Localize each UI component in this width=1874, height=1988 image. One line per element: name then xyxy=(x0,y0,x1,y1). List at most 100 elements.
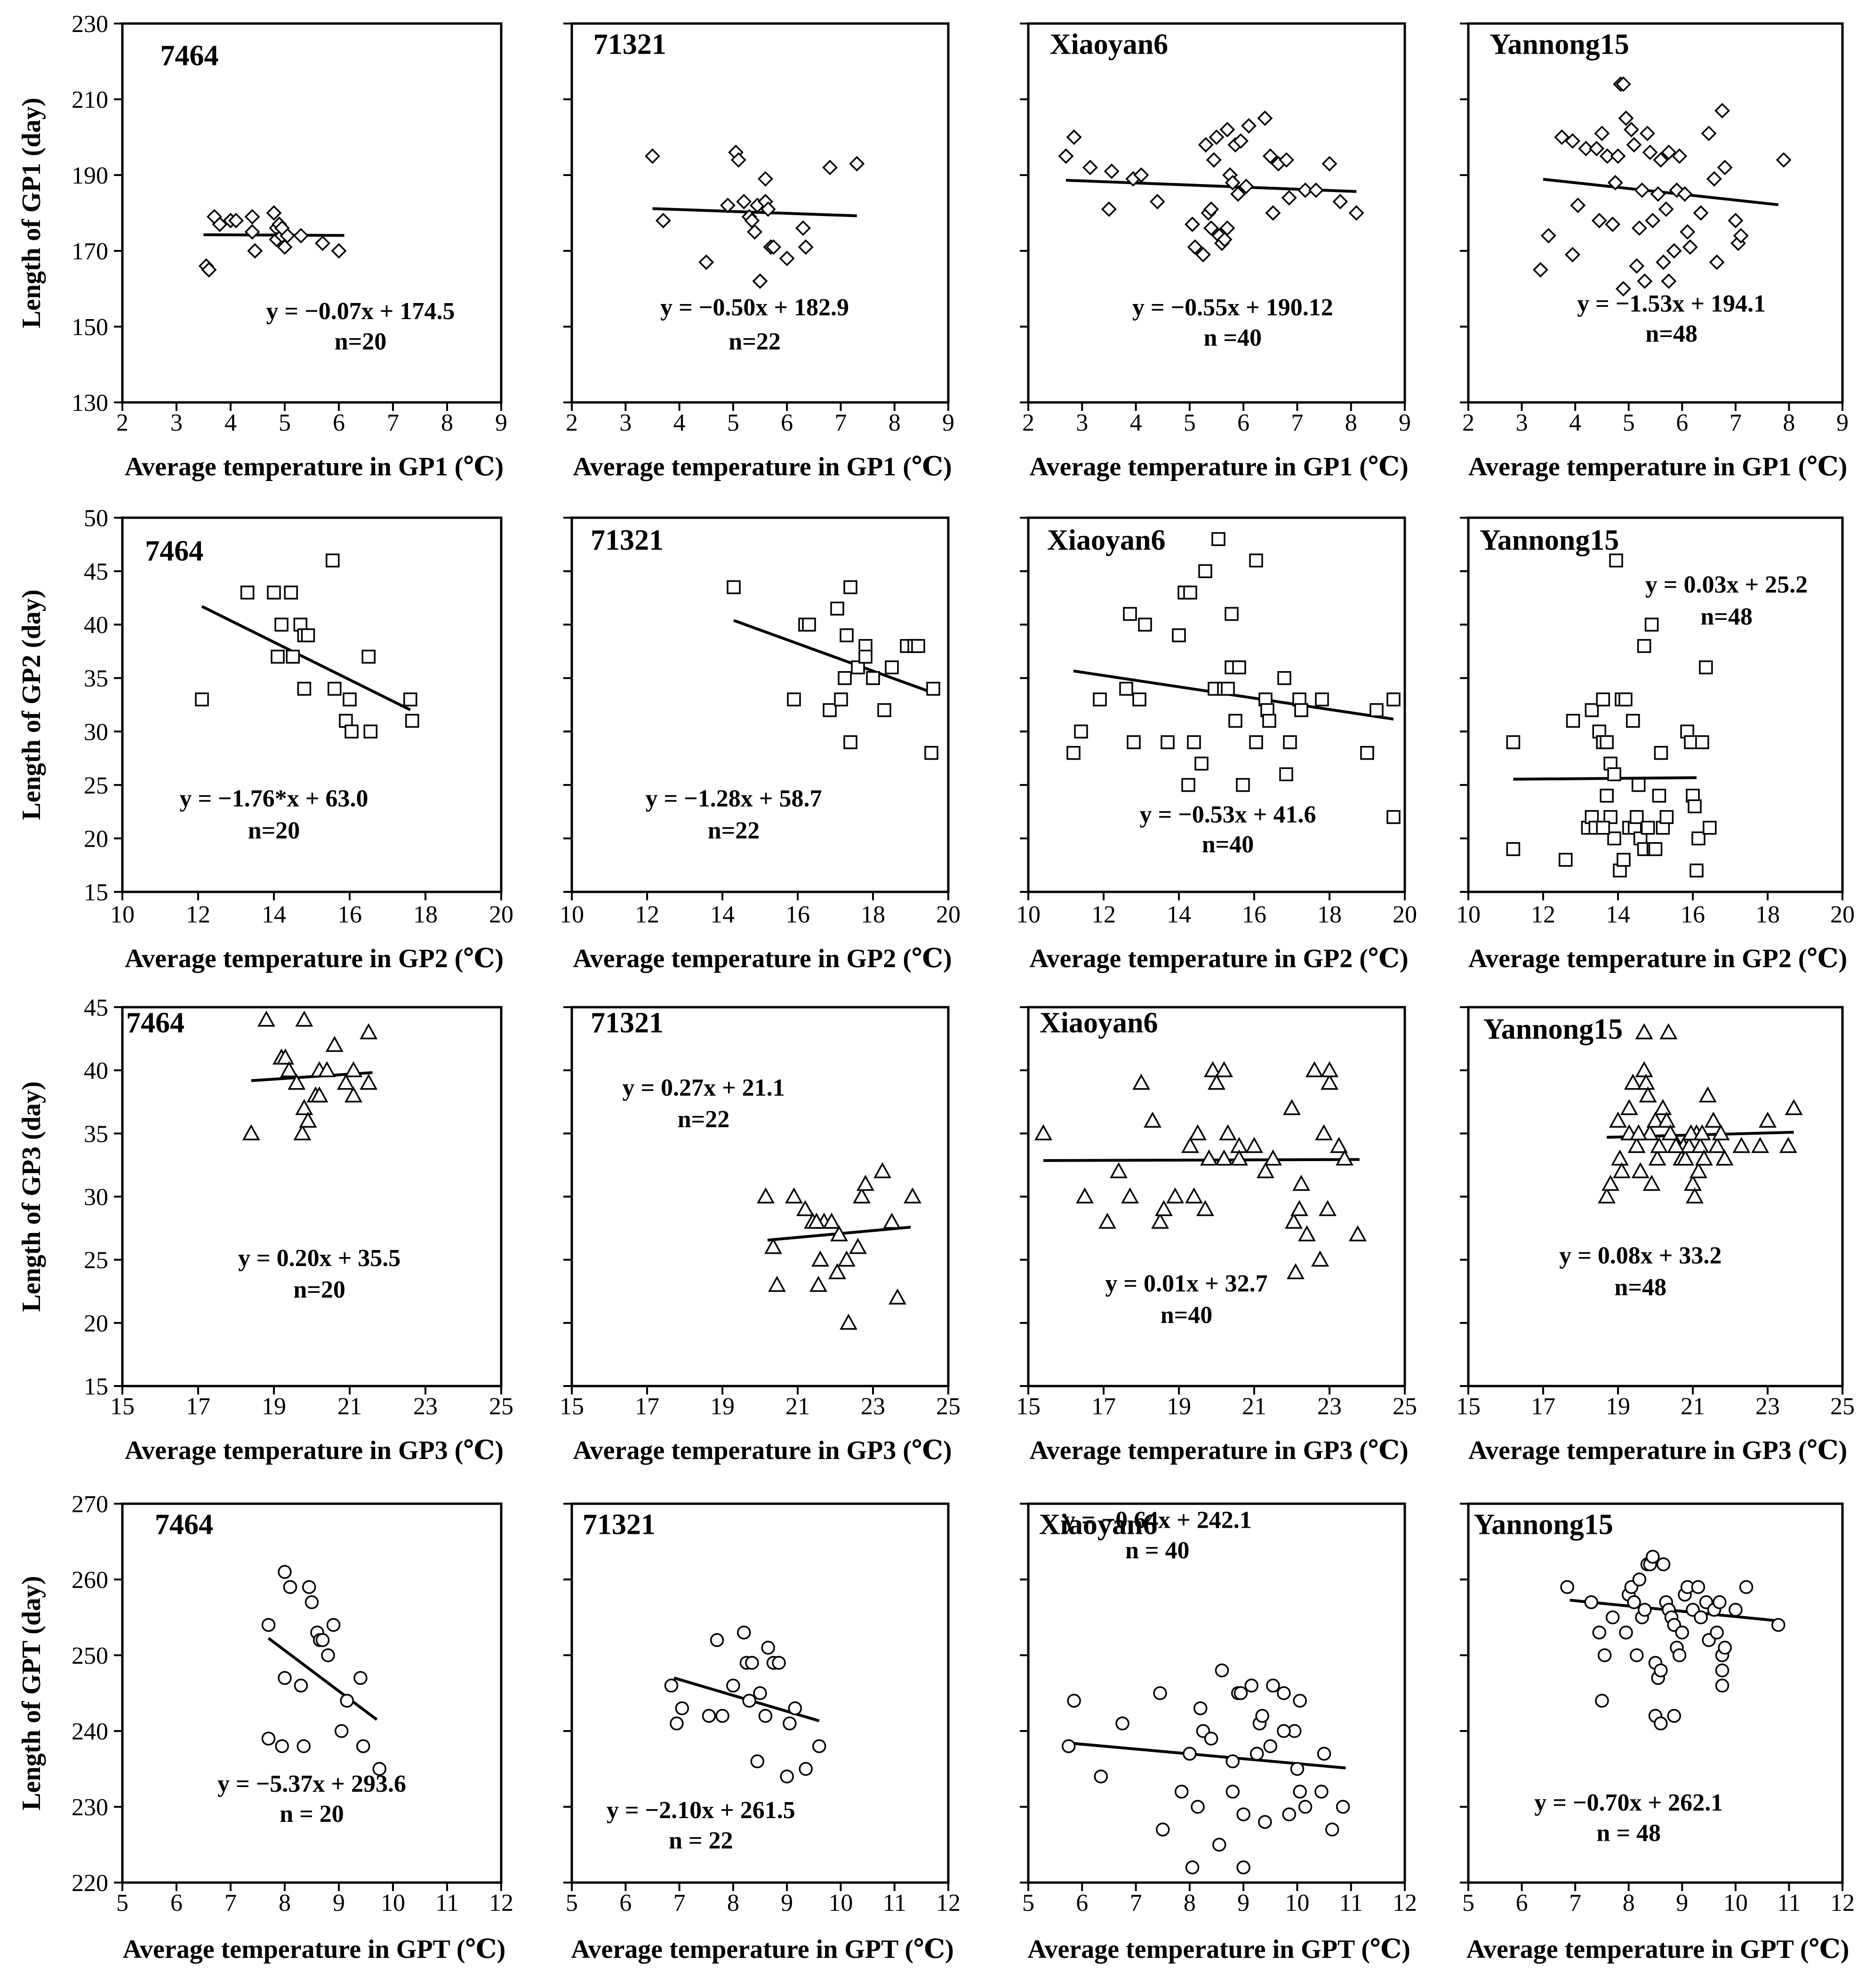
x-tick-label: 20 xyxy=(1830,901,1855,928)
data-point xyxy=(911,639,925,653)
plot-frame xyxy=(121,22,503,404)
data-point xyxy=(1650,1137,1668,1153)
data-point xyxy=(1639,125,1655,141)
data-point xyxy=(1241,118,1257,134)
data-point xyxy=(1698,1086,1717,1103)
data-point xyxy=(838,1251,856,1267)
chart-panel-8: 10 12 14 16 18 20 Average temperature in GP2 (… xyxy=(1456,516,1855,973)
x-tick-label: 9 xyxy=(942,409,954,436)
data-point xyxy=(1672,148,1688,164)
data-point xyxy=(1151,1212,1169,1229)
data-point xyxy=(1292,1175,1310,1191)
data-point xyxy=(344,724,359,739)
data-point xyxy=(752,273,768,289)
data-point xyxy=(325,1035,344,1052)
x-tick-label: 20 xyxy=(936,901,961,928)
data-point xyxy=(1506,735,1521,749)
data-point xyxy=(1570,197,1586,213)
x-tick-label: 21 xyxy=(1681,1393,1705,1420)
data-point xyxy=(1332,193,1348,209)
x-tick-label: 18 xyxy=(1755,901,1780,928)
data-point xyxy=(1637,639,1651,653)
y-tick-label: 220 xyxy=(72,1870,108,1897)
regression-equation: y = 0.27x + 21.1 xyxy=(622,1074,785,1101)
data-point xyxy=(1185,1187,1203,1204)
x-tick-label: 14 xyxy=(1606,901,1630,928)
data-point xyxy=(1619,1625,1633,1640)
data-point xyxy=(1656,254,1672,270)
data-point xyxy=(1298,1225,1316,1242)
data-point xyxy=(1729,1603,1743,1617)
data-point xyxy=(1264,1149,1282,1166)
data-point xyxy=(1715,1663,1730,1677)
data-point xyxy=(1283,1099,1301,1115)
data-point xyxy=(1236,1860,1250,1875)
data-point xyxy=(277,239,293,255)
data-point xyxy=(242,1124,260,1140)
data-point xyxy=(344,1061,363,1077)
plot-frame xyxy=(1467,22,1844,404)
data-point xyxy=(267,585,281,600)
data-point xyxy=(1656,1557,1671,1571)
data-point xyxy=(779,250,795,266)
data-point xyxy=(296,1739,311,1753)
data-point xyxy=(885,660,899,674)
x-axis-label: Average temperature in GP3 (℃) xyxy=(573,1436,952,1465)
data-point xyxy=(1646,1549,1660,1564)
sample-size-label: n=20 xyxy=(248,817,300,844)
data-point xyxy=(736,193,752,209)
regression-line xyxy=(733,619,934,695)
data-point xyxy=(1204,1731,1218,1746)
chart-panel-10: 15 17 19 21 23 25 Average temperature in GP3 (… xyxy=(560,1006,961,1465)
data-point xyxy=(318,1061,336,1077)
data-point xyxy=(294,1678,308,1693)
data-point xyxy=(315,235,330,251)
data-point xyxy=(1771,1618,1786,1632)
data-point xyxy=(340,1693,354,1708)
data-point xyxy=(726,1678,740,1693)
x-tick-label: 16 xyxy=(1681,901,1705,928)
data-point xyxy=(843,735,857,749)
data-point xyxy=(1349,1225,1367,1242)
panel-title: 71321 xyxy=(583,1508,656,1540)
x-tick-label: 12 xyxy=(936,1890,961,1916)
sample-size-label: n=40 xyxy=(1202,831,1254,858)
data-point xyxy=(1153,1686,1167,1700)
data-point xyxy=(1285,1212,1303,1229)
data-point xyxy=(1680,224,1696,240)
data-point xyxy=(1245,1137,1263,1153)
data-point xyxy=(715,1709,729,1723)
data-point xyxy=(1699,660,1713,674)
data-point xyxy=(361,649,376,664)
x-axis-label: Average temperature in GP3 (℃) xyxy=(1468,1436,1847,1465)
data-point xyxy=(926,681,940,696)
data-point xyxy=(1629,258,1645,274)
data-point xyxy=(257,1010,275,1027)
regression-equation: y = −5.37x + 293.6 xyxy=(217,1771,406,1797)
data-point xyxy=(1257,1162,1274,1178)
y-tick-label: 35 xyxy=(84,665,108,692)
x-tick-label: 2 xyxy=(1462,409,1474,436)
data-point xyxy=(799,1762,813,1776)
panel-title: 7464 xyxy=(145,535,203,567)
data-point xyxy=(1624,1074,1642,1090)
x-tick-label: 23 xyxy=(861,1393,885,1420)
data-point xyxy=(1667,1709,1681,1723)
chart-panel-15: 5 6 7 8 9 10 11 12 Average temperature in GPT (℃… xyxy=(1020,1502,1417,1964)
data-point xyxy=(1228,713,1242,728)
panel-title: Xiaoyan6 xyxy=(1039,1508,1157,1540)
data-point xyxy=(1642,144,1658,160)
data-point xyxy=(1209,129,1225,145)
regression-equation: y = −1.76*x + 63.0 xyxy=(180,785,368,812)
sample-size-label: n=20 xyxy=(293,1276,345,1303)
data-point xyxy=(1596,820,1610,835)
x-tick-label: 12 xyxy=(489,1890,513,1916)
x-axis-label: Average temperature in GPT (℃) xyxy=(1027,1935,1410,1964)
data-point xyxy=(1682,1124,1700,1140)
data-point xyxy=(344,1086,363,1103)
data-point xyxy=(297,681,312,696)
x-tick-label: 10 xyxy=(1456,901,1481,928)
sample-size-label: n = 40 xyxy=(1125,1537,1190,1564)
data-point xyxy=(336,1074,355,1090)
data-point xyxy=(1676,1149,1695,1166)
